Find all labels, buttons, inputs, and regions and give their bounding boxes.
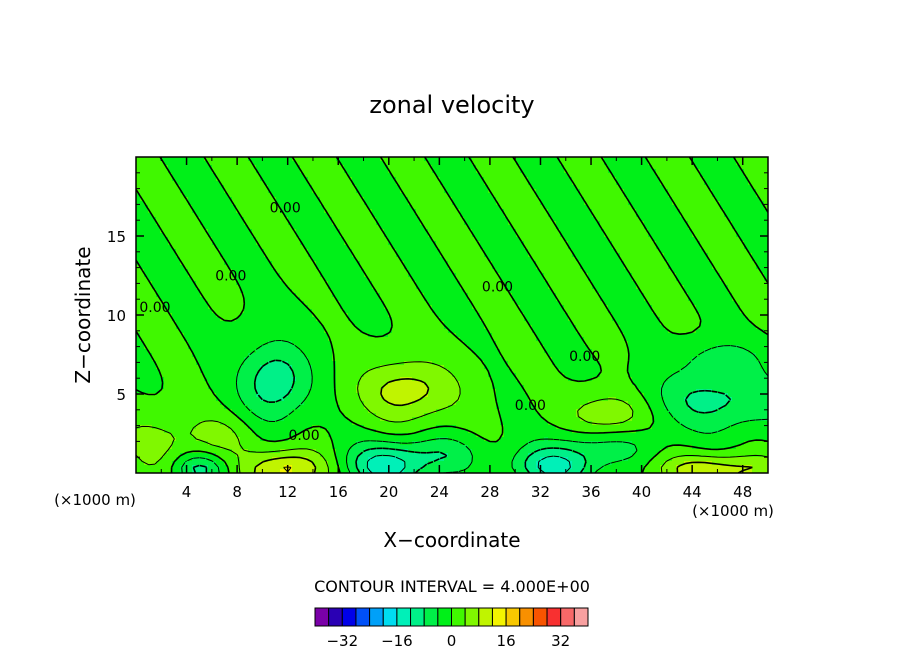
- colorbar-tick-label: 0: [447, 632, 457, 650]
- chart-title: zonal velocity: [369, 91, 534, 119]
- colorbar-swatch: [478, 607, 493, 627]
- colorbar-swatch: [560, 607, 575, 627]
- colorbar-swatch: [437, 607, 453, 627]
- x-tick-label: 44: [683, 483, 702, 501]
- colorbar-swatch: [328, 607, 343, 627]
- colorbar-swatch: [382, 607, 398, 627]
- contour-label: 0.00: [289, 428, 320, 444]
- contour-label: 0.00: [139, 300, 170, 316]
- colorbar-ticks: −32 −16 0 16 32: [326, 632, 570, 650]
- colorbar-swatch: [491, 607, 507, 627]
- contour-line: [283, 466, 292, 473]
- y-tick-label: 5: [116, 386, 126, 404]
- contour-lines: [136, 157, 768, 473]
- x-tick-label: 4: [182, 483, 192, 501]
- x-tick-label: 40: [632, 483, 651, 501]
- colorbar-swatch: [355, 607, 371, 627]
- heatmap-field: [136, 157, 768, 473]
- x-tick-label: 28: [480, 483, 499, 501]
- colorbar-tick-label: −16: [381, 632, 413, 650]
- colorbar-swatch: [396, 607, 412, 627]
- y-axis-ticks: 5 10 15: [107, 172, 768, 458]
- y-tick-label: 10: [107, 307, 126, 325]
- colorbar-swatch: [451, 607, 466, 627]
- contour-label: 0.00: [270, 201, 301, 217]
- x-tick-label: 16: [329, 483, 348, 501]
- contour-label: 0.00: [482, 280, 513, 296]
- colorbar-swatch: [464, 607, 480, 627]
- colorbar-swatch: [573, 607, 589, 627]
- x-unit-right: (×1000 m): [692, 502, 774, 520]
- contour-interval-text: CONTOUR INTERVAL = 4.000E+00: [314, 577, 590, 596]
- colorbar-tick-label: 32: [551, 632, 570, 650]
- x-axis-label: X−coordinate: [383, 528, 520, 552]
- x-axis-ticks: 4 8 12 16 20 24 28 32 36 40 44 48: [160, 157, 752, 501]
- x-tick-label: 12: [278, 483, 297, 501]
- x-tick-label: 32: [531, 483, 550, 501]
- contour-line: [136, 157, 768, 473]
- colorbar-swatch: [369, 607, 384, 627]
- contour-line: [253, 378, 753, 473]
- colorbar-swatch: [532, 607, 548, 627]
- x-tick-label: 36: [581, 483, 600, 501]
- colorbar: [314, 607, 589, 627]
- contour-label: 0.00: [215, 269, 246, 285]
- colorbar-swatch: [505, 607, 521, 627]
- contour-line: [192, 359, 732, 473]
- contour-label: 0.00: [515, 398, 546, 414]
- contour-line: [136, 361, 768, 473]
- contour-line: [181, 340, 768, 473]
- contour-labels: 0.00 0.00 0.00 0.00 0.00 0.00 0.00: [139, 201, 600, 445]
- x-unit-left: (×1000 m): [54, 491, 136, 509]
- y-axis-label: Z−coordinate: [71, 246, 95, 383]
- contour-label: 0.00: [569, 349, 600, 365]
- colorbar-swatch: [410, 607, 425, 627]
- x-tick-label: 8: [232, 483, 242, 501]
- colorbar-tick-label: 16: [497, 632, 516, 650]
- colorbar-swatch: [341, 607, 357, 627]
- colorbar-swatch: [423, 607, 439, 627]
- colorbar-swatch: [519, 607, 534, 627]
- x-tick-label: 24: [430, 483, 449, 501]
- x-tick-label: 48: [733, 483, 752, 501]
- y-tick-label: 15: [107, 228, 126, 246]
- x-tick-label: 20: [379, 483, 398, 501]
- colorbar-swatch: [546, 607, 562, 627]
- colorbar-tick-label: −32: [326, 632, 358, 650]
- colorbar-swatch: [314, 607, 330, 627]
